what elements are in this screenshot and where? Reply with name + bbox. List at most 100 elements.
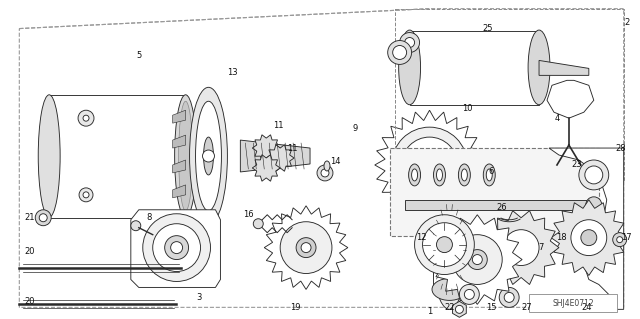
Ellipse shape — [179, 101, 193, 211]
Circle shape — [78, 110, 94, 126]
Circle shape — [467, 249, 487, 270]
Ellipse shape — [204, 137, 214, 175]
Circle shape — [592, 150, 602, 160]
Bar — [390, 148, 599, 236]
Circle shape — [321, 169, 329, 177]
Polygon shape — [241, 140, 310, 172]
Ellipse shape — [143, 214, 211, 281]
Polygon shape — [131, 210, 220, 287]
Circle shape — [402, 137, 458, 193]
Ellipse shape — [196, 101, 221, 211]
Text: 16: 16 — [243, 210, 253, 219]
Ellipse shape — [433, 164, 445, 186]
Circle shape — [503, 230, 539, 265]
Circle shape — [581, 230, 596, 246]
Circle shape — [415, 215, 474, 274]
Circle shape — [571, 220, 607, 256]
Text: 22: 22 — [444, 303, 454, 312]
Ellipse shape — [528, 30, 550, 105]
Text: 28: 28 — [616, 144, 626, 152]
Text: 21: 21 — [24, 213, 35, 222]
Circle shape — [301, 243, 311, 253]
Circle shape — [586, 197, 602, 213]
Ellipse shape — [175, 95, 196, 217]
Ellipse shape — [324, 161, 330, 171]
Circle shape — [504, 293, 514, 302]
Text: 14: 14 — [330, 158, 340, 167]
Text: 4: 4 — [554, 114, 559, 123]
Polygon shape — [173, 135, 186, 148]
Ellipse shape — [153, 224, 200, 271]
Polygon shape — [252, 155, 280, 181]
Polygon shape — [264, 206, 348, 289]
Polygon shape — [266, 145, 294, 171]
Text: 13: 13 — [227, 68, 237, 77]
Text: 25: 25 — [482, 24, 493, 33]
Ellipse shape — [432, 190, 467, 309]
Circle shape — [253, 219, 263, 229]
Text: 10: 10 — [462, 104, 472, 113]
Circle shape — [456, 305, 463, 313]
Circle shape — [317, 165, 333, 181]
Ellipse shape — [483, 164, 495, 186]
Text: 5: 5 — [136, 51, 141, 60]
Ellipse shape — [412, 169, 417, 181]
Circle shape — [393, 46, 406, 59]
Text: 20: 20 — [24, 247, 35, 256]
Circle shape — [452, 235, 502, 285]
Ellipse shape — [458, 164, 470, 186]
Text: 17: 17 — [621, 233, 632, 242]
Circle shape — [296, 238, 316, 257]
Text: SHJ4E0712: SHJ4E0712 — [552, 299, 594, 308]
Circle shape — [579, 160, 609, 190]
Text: 1: 1 — [427, 307, 432, 316]
Polygon shape — [551, 200, 627, 276]
Polygon shape — [49, 95, 186, 218]
Polygon shape — [173, 110, 186, 123]
Ellipse shape — [432, 199, 467, 221]
Circle shape — [612, 233, 627, 247]
Ellipse shape — [436, 169, 442, 181]
Text: 7: 7 — [538, 243, 544, 252]
Ellipse shape — [408, 164, 420, 186]
Text: 3: 3 — [196, 293, 201, 302]
Bar — [529, 294, 617, 312]
Polygon shape — [252, 135, 280, 161]
Text: 8: 8 — [146, 213, 152, 222]
Circle shape — [617, 237, 623, 243]
Text: 9: 9 — [352, 124, 358, 133]
Text: 23: 23 — [572, 160, 582, 169]
Circle shape — [79, 188, 93, 202]
Polygon shape — [483, 211, 559, 285]
Polygon shape — [433, 210, 467, 292]
Text: 26: 26 — [496, 203, 506, 212]
Ellipse shape — [399, 30, 420, 105]
Text: 11: 11 — [287, 144, 298, 152]
Polygon shape — [173, 160, 186, 173]
Circle shape — [131, 221, 141, 231]
Polygon shape — [375, 110, 484, 220]
Circle shape — [392, 127, 467, 203]
Ellipse shape — [461, 169, 467, 181]
Circle shape — [472, 255, 483, 264]
Polygon shape — [549, 148, 623, 309]
Circle shape — [164, 236, 189, 260]
Circle shape — [202, 150, 214, 162]
Text: 20: 20 — [24, 297, 35, 306]
Text: 24: 24 — [582, 303, 592, 312]
Ellipse shape — [432, 278, 467, 300]
Text: 19: 19 — [290, 303, 300, 312]
Text: 12: 12 — [416, 233, 427, 242]
Circle shape — [422, 223, 467, 267]
Text: 2: 2 — [624, 18, 629, 27]
Circle shape — [422, 157, 438, 173]
Circle shape — [499, 287, 519, 307]
Text: 18: 18 — [556, 233, 566, 242]
Text: 27: 27 — [522, 303, 532, 312]
Circle shape — [460, 285, 479, 304]
Circle shape — [171, 241, 182, 254]
Ellipse shape — [486, 169, 492, 181]
Circle shape — [388, 41, 412, 64]
Circle shape — [404, 38, 415, 48]
Circle shape — [465, 289, 474, 300]
